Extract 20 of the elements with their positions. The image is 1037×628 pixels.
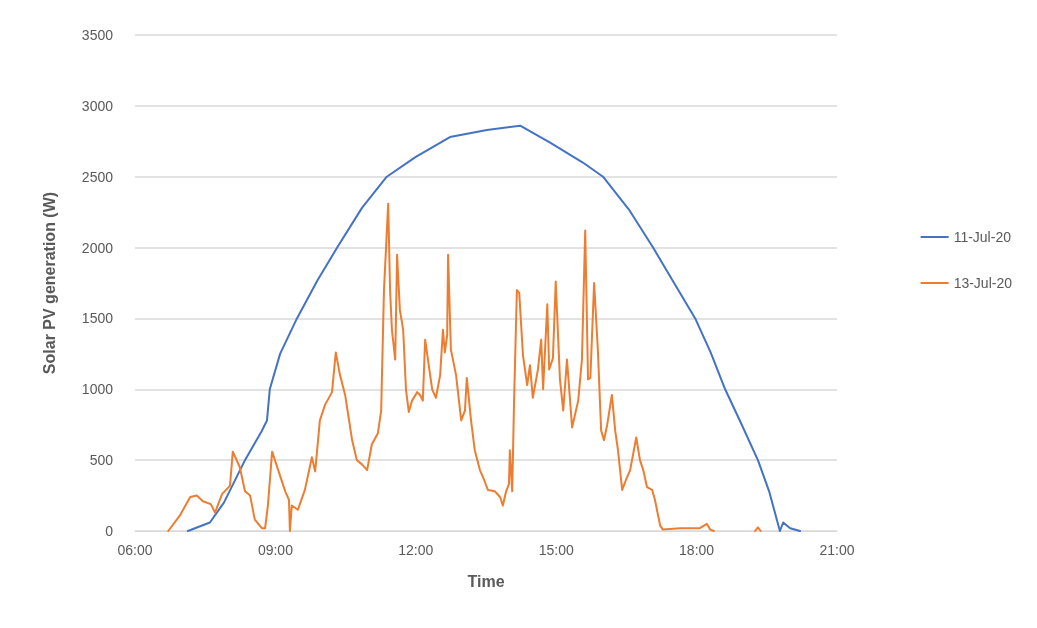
y-axis-title: Solar PV generation (W) [40,191,58,375]
x-tick-label: 09:00 [257,542,294,558]
x-tick-label: 12:00 [398,542,434,558]
x-tick-label: 21:00 [819,542,855,558]
x-tick-label: 15:00 [538,542,574,558]
line-series [186,124,802,532]
y-tick-label: 500 [89,452,114,469]
y-tick-label: 2500 [81,168,114,185]
y-tick-label: 3500 [81,27,114,43]
y-tick-label: 1500 [81,310,114,327]
y-tick-label: 1000 [81,381,114,398]
line-series [167,202,715,532]
legend-label: 11-Jul-20 [953,229,1012,245]
y-tick-label: 3000 [81,97,114,114]
x-tick-label: 18:00 [679,542,715,558]
y-tick-label: 2000 [81,239,114,256]
legend-label: 13-Jul-20 [953,275,1013,291]
y-tick-label: 0 [105,523,114,539]
x-tick-label: 06:00 [117,542,153,558]
x-axis-title: Time [467,572,505,590]
